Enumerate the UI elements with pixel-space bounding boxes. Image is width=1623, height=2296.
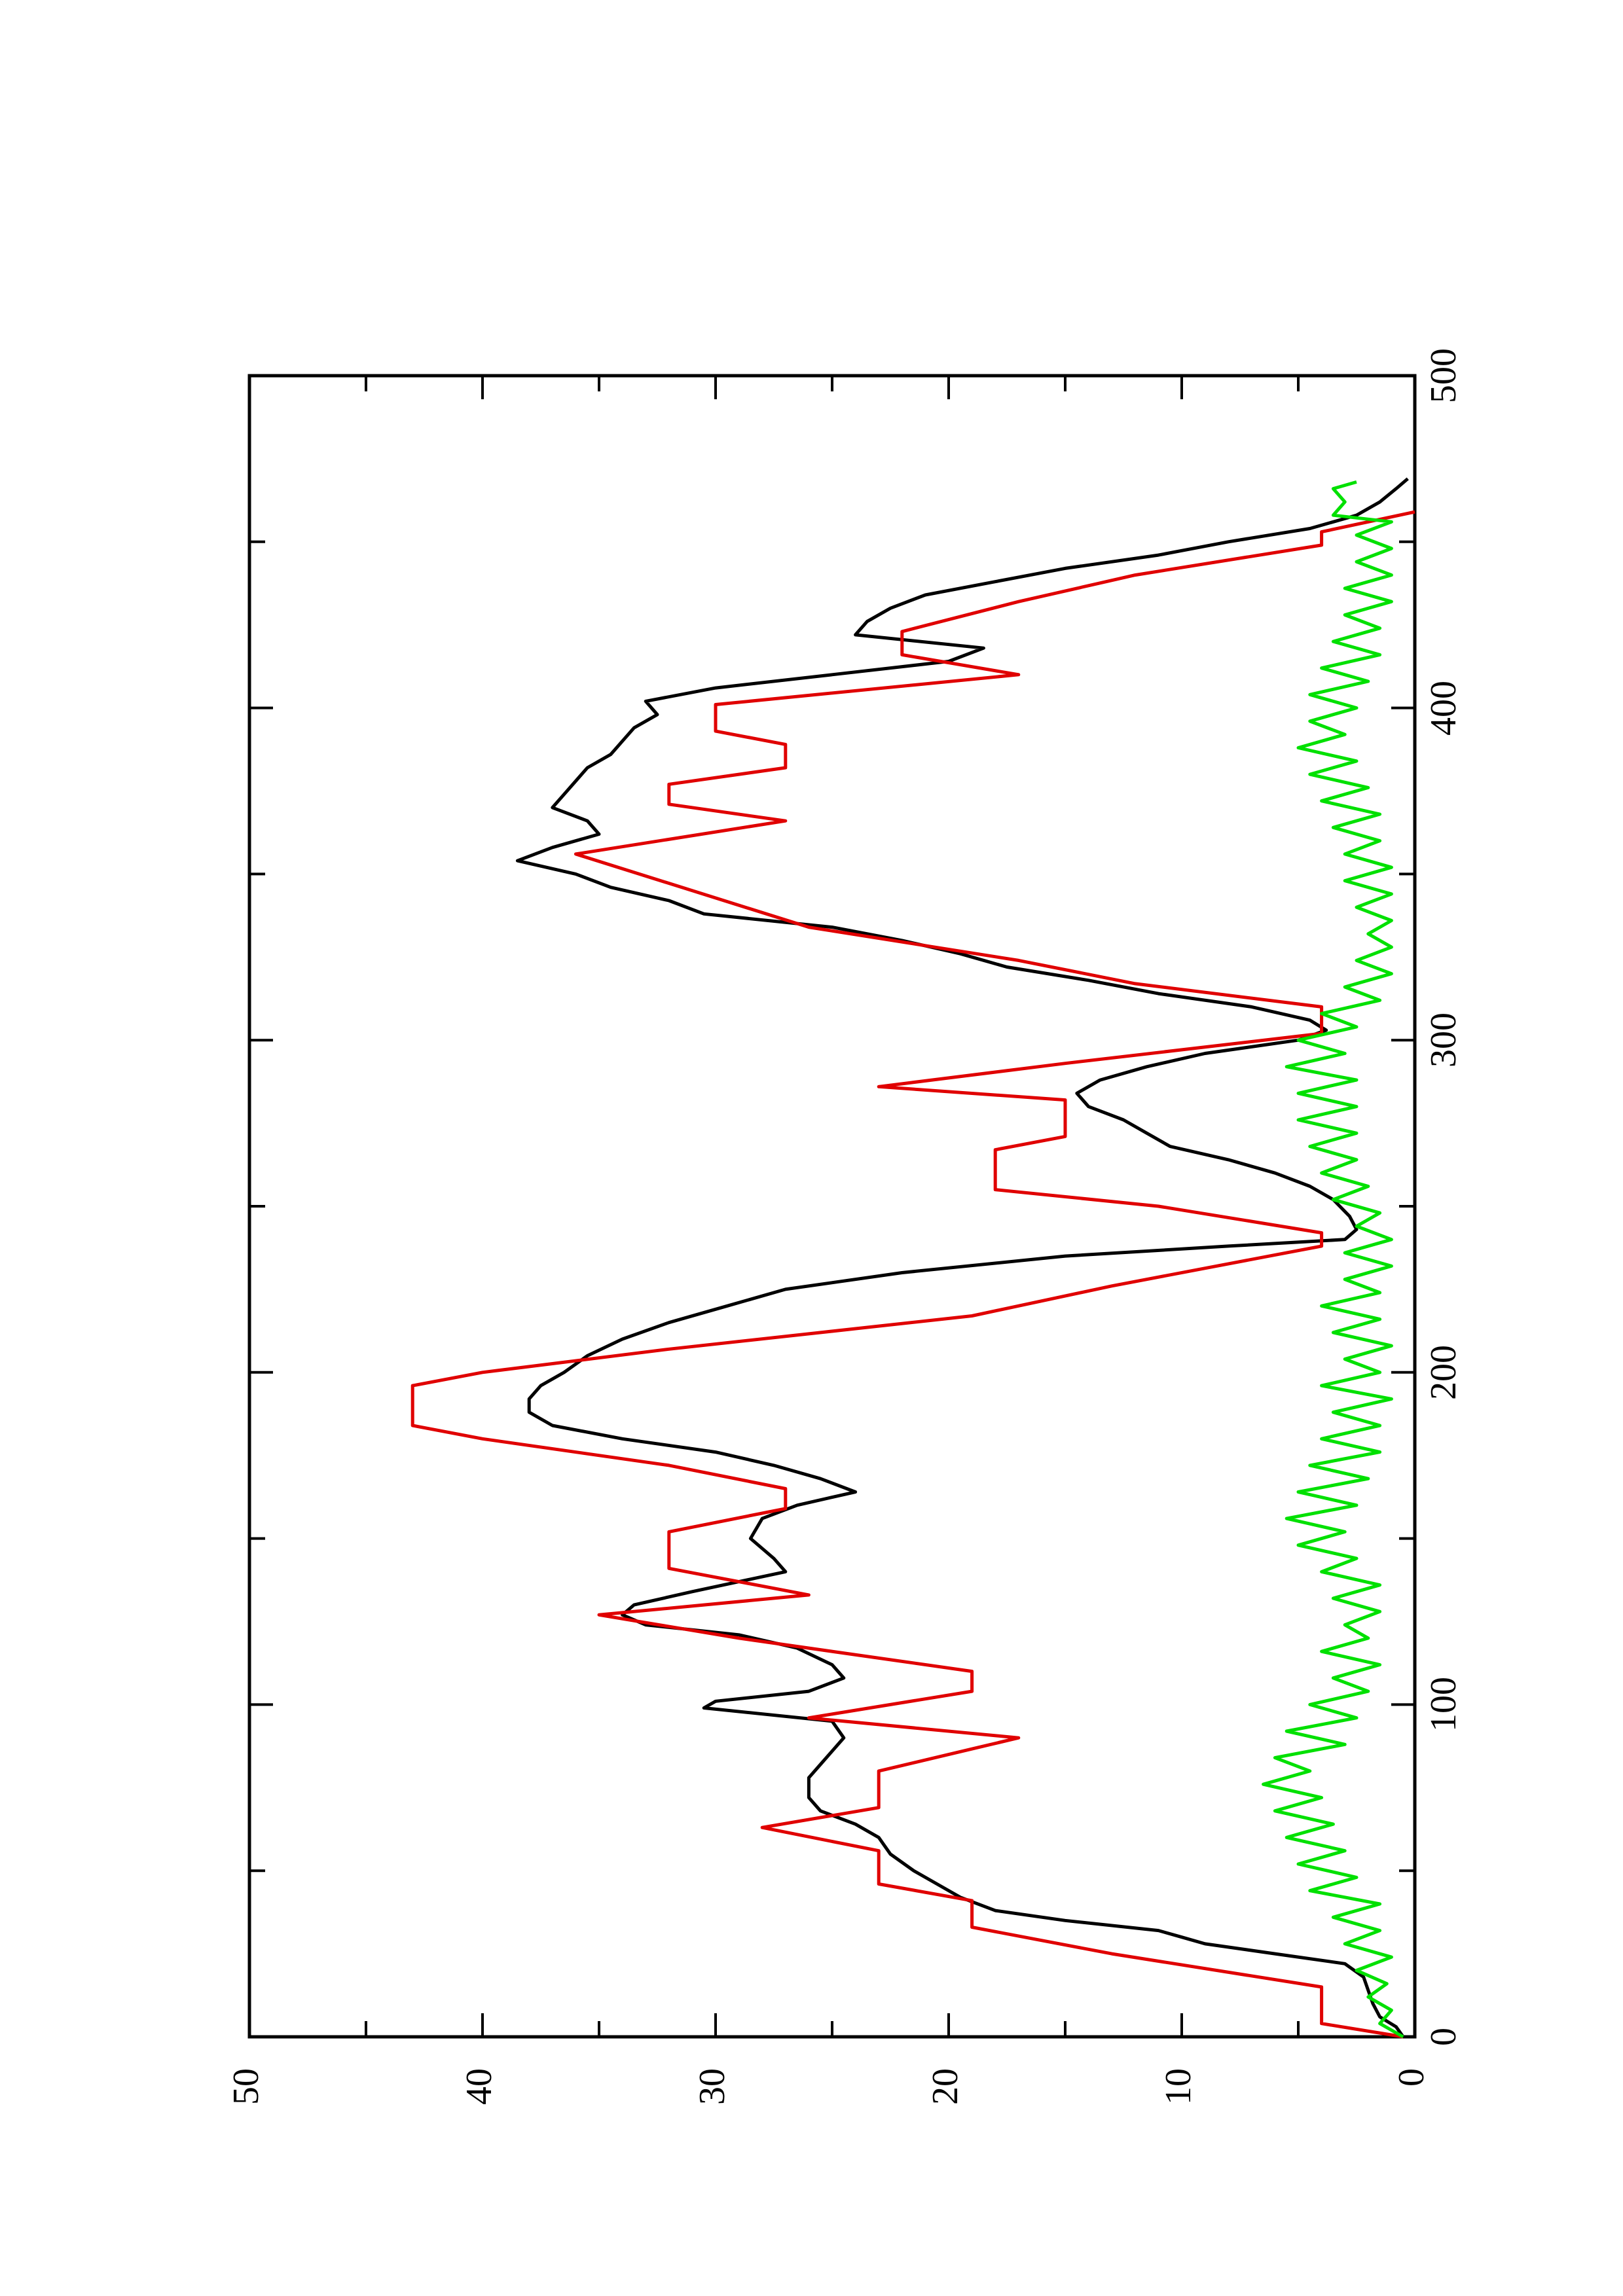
y-tick-label-30: 30 — [692, 2068, 733, 2105]
y-tick-label-20: 20 — [925, 2068, 966, 2105]
y-tick-label-0: 0 — [1391, 2068, 1432, 2087]
series-line-3 — [1262, 480, 1404, 2039]
y-tick-label-10: 10 — [1158, 2068, 1199, 2105]
x-tick-label-500: 500 — [1423, 348, 1464, 403]
x-tick-label-400: 400 — [1423, 681, 1464, 736]
series-line-1 — [515, 477, 1409, 2038]
x-tick-label-0: 0 — [1423, 2028, 1464, 2046]
series-group — [410, 477, 1415, 2039]
x-tick-label-200: 200 — [1423, 1345, 1464, 1400]
x-tick-label-100: 100 — [1423, 1677, 1464, 1732]
y-tick-label-40: 40 — [459, 2068, 500, 2105]
x-tick-label-300: 300 — [1423, 1013, 1464, 1067]
plot-frame — [247, 374, 1417, 2039]
y-tick-label-50: 50 — [226, 2068, 266, 2105]
axis-ticks — [248, 374, 1416, 2038]
series-line-2 — [410, 510, 1415, 2039]
